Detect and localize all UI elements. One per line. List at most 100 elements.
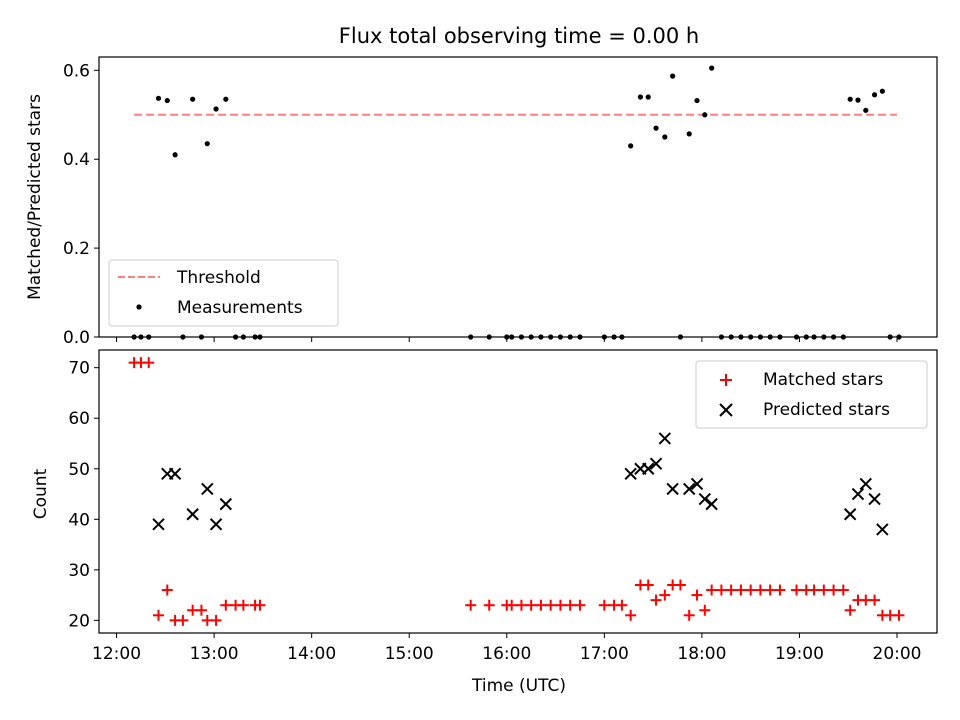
x-tick-label: 16:00 [482, 644, 531, 664]
matched-star-marker [574, 599, 586, 611]
x-axis-label: Time (UTC) [471, 676, 566, 696]
predicted-star-marker [642, 462, 655, 475]
matched-star-marker [642, 579, 654, 591]
matched-star-marker [465, 599, 477, 611]
predicted-star-marker [698, 492, 712, 506]
matched-star-marker [691, 589, 703, 601]
x-tick-label: 13:00 [190, 644, 239, 664]
matched-star-marker [195, 604, 207, 616]
matched-star-marker [828, 584, 840, 596]
x-tick-label: 15:00 [385, 644, 434, 664]
matched-star-marker [683, 609, 695, 621]
measurement-point [686, 131, 692, 137]
x-tick-label: 18:00 [677, 644, 726, 664]
x-tick-label: 19:00 [775, 644, 824, 664]
matched-star-marker [545, 599, 557, 611]
top-axes-frame [98, 56, 938, 338]
top-legend-frame [108, 259, 339, 327]
bottom-axes-frame [98, 349, 938, 634]
top-panel: 0.0 0.2 0.4 0.6 Matched/Predicted stars [25, 56, 938, 348]
matched-star-marker [808, 584, 820, 596]
matched-star-marker [616, 599, 628, 611]
legend-threshold-label: Threshold [176, 268, 261, 288]
predicted-star-marker [201, 482, 214, 496]
legend-matched-label: Matched stars [763, 370, 883, 390]
matched-star-marker [715, 584, 727, 596]
matched-star-marker [774, 584, 786, 596]
matched-star-marker [237, 599, 249, 611]
bottom-y-axis-label: Count [31, 468, 51, 519]
predicted-star-marker [868, 492, 881, 506]
matched-star-marker [650, 594, 662, 606]
matched-star-marker [844, 604, 856, 616]
measurement-point [190, 96, 196, 102]
top-legend: Threshold Measurements [108, 259, 339, 327]
matched-star-marker [791, 584, 803, 596]
top-y-axis-label: Matched/Predicted stars [25, 94, 45, 300]
bottom-legend-frame [695, 360, 928, 429]
matched-star-marker [837, 584, 849, 596]
matched-star-marker [598, 599, 610, 611]
top-y-tick-label: 0.6 [63, 61, 90, 81]
bottom-y-tick-label: 40 [68, 510, 90, 530]
matched-star-marker [818, 584, 830, 596]
bottom-y-tick-label: 20 [68, 611, 90, 631]
predicted-star-marker [859, 477, 872, 491]
legend-matched-swatch [720, 374, 732, 386]
predicted-star-marker [168, 467, 182, 481]
legend-measurements-label: Measurements [177, 298, 303, 318]
measurement-point [702, 112, 708, 118]
bottom-panel: 20 30 40 50 60 70 12:00 13:00 14:00 15:00 16:00 17:… [31, 349, 938, 696]
measurement-point [653, 125, 659, 131]
matched-star-marker [483, 599, 495, 611]
matched-star-marker [254, 599, 266, 611]
bottom-y-tick-label: 50 [68, 460, 90, 480]
measurement-point [662, 134, 668, 140]
top-y-tick-label: 0.0 [63, 328, 90, 348]
matched-star-marker [143, 357, 155, 369]
measurement-point [855, 97, 861, 103]
matched-star-marker [699, 604, 711, 616]
legend-measurements-swatch [136, 304, 142, 310]
measurement-point [847, 96, 853, 102]
measurement-point [637, 94, 644, 100]
measurement-point [694, 97, 700, 104]
predicted-star-marker [683, 482, 696, 496]
predicted-star-marker [690, 477, 704, 491]
matched-star-marker [706, 584, 718, 596]
matched-star-marker [564, 599, 576, 611]
matched-star-marker [161, 584, 173, 596]
matched-star-marker [725, 584, 737, 596]
measurement-point [213, 106, 219, 112]
matched-star-marker [745, 584, 757, 596]
bottom-y-tick-label: 60 [68, 409, 90, 429]
predicted-star-marker [649, 457, 663, 470]
measurement-point [172, 152, 178, 158]
measurement-point [670, 73, 676, 79]
measurement-point [871, 92, 878, 98]
matched-star-marker [515, 599, 527, 611]
predicted-star-marker [219, 497, 233, 511]
measurement-point [645, 94, 651, 100]
legend-predicted-label: Predicted stars [763, 400, 890, 420]
x-tick-label: 20:00 [873, 644, 922, 664]
predicted-star-marker [624, 467, 637, 481]
top-plot-area: 0.0 0.2 0.4 0.6 [63, 61, 902, 348]
measurement-point [155, 95, 162, 101]
matched-star-marker [220, 599, 232, 611]
matched-star-marker [153, 609, 165, 621]
matched-star-marker [525, 599, 537, 611]
measurement-point [223, 96, 229, 102]
matched-star-marker [177, 614, 189, 626]
matched-star-marker [735, 584, 747, 596]
measurement-point [879, 88, 885, 94]
x-tick-label: 17:00 [580, 644, 629, 664]
predicted-star-marker [152, 518, 165, 531]
legend-predicted-swatch [719, 403, 733, 417]
measurement-point [863, 107, 869, 113]
matched-star-marker [625, 609, 637, 621]
top-y-tick-label: 0.4 [63, 150, 90, 170]
x-tick-label: 14:00 [287, 644, 336, 664]
predicted-star-marker [666, 482, 679, 496]
